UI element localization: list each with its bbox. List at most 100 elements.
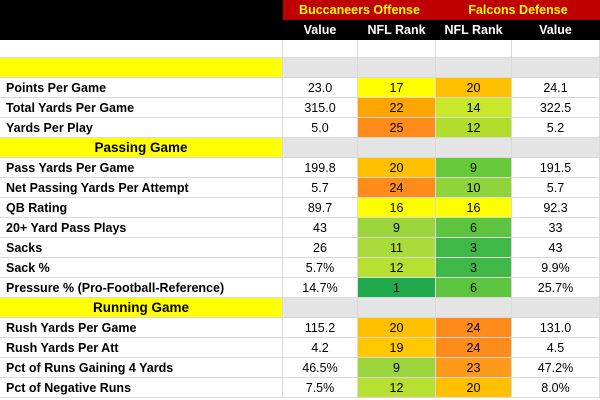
falcons-value: 47.2% <box>512 358 600 378</box>
table-row: Points Per Game 23.0 17 20 24.1 <box>0 78 600 98</box>
falcons-value: 5.2 <box>512 118 600 138</box>
section-fill-cell <box>512 58 600 78</box>
bucs-value: 5.7 <box>283 178 358 198</box>
section-fill-cell <box>283 138 358 158</box>
bucs-value: 89.7 <box>283 198 358 218</box>
bucs-value: 199.8 <box>283 158 358 178</box>
stat-label: Yards Per Play <box>0 118 283 138</box>
falcons-value: 43 <box>512 238 600 258</box>
falcons-value: 92.3 <box>512 198 600 218</box>
stat-label: Net Passing Yards Per Attempt <box>0 178 283 198</box>
falcons-value: 131.0 <box>512 318 600 338</box>
bucs-value: 26 <box>283 238 358 258</box>
table-row: Yards Per Play 5.0 25 12 5.2 <box>0 118 600 138</box>
bucs-value: 46.5% <box>283 358 358 378</box>
falcons-rank: 3 <box>436 258 512 278</box>
section-fill-cell <box>436 298 512 318</box>
spacer-cell <box>358 40 436 58</box>
falcons-value: 5.7 <box>512 178 600 198</box>
bucs-rank: 20 <box>358 158 436 178</box>
team1-title: Buccaneers Offense <box>283 0 436 20</box>
header-blank <box>0 0 283 20</box>
table-row: QB Rating 89.7 16 16 92.3 <box>0 198 600 218</box>
falcons-rank: 3 <box>436 238 512 258</box>
bucs-rank: 20 <box>358 318 436 338</box>
table-row: Sacks 26 11 3 43 <box>0 238 600 258</box>
falcons-value: 33 <box>512 218 600 238</box>
falcons-rank: 14 <box>436 98 512 118</box>
table-row: Rush Yards Per Att 4.2 19 24 4.5 <box>0 338 600 358</box>
bucs-rank: 11 <box>358 238 436 258</box>
falcons-value: 25.7% <box>512 278 600 298</box>
falcons-rank: 6 <box>436 278 512 298</box>
bucs-value: 14.7% <box>283 278 358 298</box>
section-fill-cell <box>283 58 358 78</box>
spacer-row <box>0 40 600 58</box>
bucs-rank: 12 <box>358 378 436 398</box>
table-row: 20+ Yard Pass Plays 43 9 6 33 <box>0 218 600 238</box>
spacer-cell <box>436 40 512 58</box>
header-sub-row: Value NFL Rank NFL Rank Value <box>0 20 600 40</box>
bucs-value: 5.7% <box>283 258 358 278</box>
falcons-value: 24.1 <box>512 78 600 98</box>
section-fill-cell <box>358 298 436 318</box>
falcons-value: 9.9% <box>512 258 600 278</box>
falcons-rank: 24 <box>436 338 512 358</box>
falcons-rank: 10 <box>436 178 512 198</box>
falcons-rank: 20 <box>436 378 512 398</box>
bucs-rank: 1 <box>358 278 436 298</box>
col-header-value: Value <box>283 20 358 40</box>
col-header-value: Value <box>512 20 600 40</box>
falcons-rank: 24 <box>436 318 512 338</box>
stat-label: Pct of Negative Runs <box>0 378 283 398</box>
section-fill-cell <box>436 138 512 158</box>
bucs-value: 4.2 <box>283 338 358 358</box>
section-header-row <box>0 58 600 78</box>
table-row: Pct of Runs Gaining 4 Yards 46.5% 9 23 47.2% <box>0 358 600 378</box>
section-title <box>0 58 283 78</box>
bucs-value: 315.0 <box>283 98 358 118</box>
stat-label: Points Per Game <box>0 78 283 98</box>
bucs-rank: 24 <box>358 178 436 198</box>
table-row: Net Passing Yards Per Attempt 5.7 24 10 5.7 <box>0 178 600 198</box>
stat-label: QB Rating <box>0 198 283 218</box>
stat-label: Pressure % (Pro-Football-Reference) <box>0 278 283 298</box>
table-row: Pass Yards Per Game 199.8 20 9 191.5 <box>0 158 600 178</box>
stat-label: Total Yards Per Game <box>0 98 283 118</box>
falcons-value: 4.5 <box>512 338 600 358</box>
falcons-rank: 16 <box>436 198 512 218</box>
stat-label: 20+ Yard Pass Plays <box>0 218 283 238</box>
section-title: Running Game <box>0 298 283 318</box>
spacer-cell <box>283 40 358 58</box>
falcons-rank: 9 <box>436 158 512 178</box>
falcons-rank: 23 <box>436 358 512 378</box>
col-header-nfl-rank: NFL Rank <box>436 20 512 40</box>
bucs-value: 7.5% <box>283 378 358 398</box>
bucs-rank: 12 <box>358 258 436 278</box>
bucs-rank: 9 <box>358 358 436 378</box>
team2-title: Falcons Defense <box>436 0 600 20</box>
falcons-value: 8.0% <box>512 378 600 398</box>
bucs-value: 23.0 <box>283 78 358 98</box>
section-header-row: Passing Game <box>0 138 600 158</box>
stat-label: Pct of Runs Gaining 4 Yards <box>0 358 283 378</box>
stat-label: Sack % <box>0 258 283 278</box>
section-title: Passing Game <box>0 138 283 158</box>
falcons-rank: 12 <box>436 118 512 138</box>
table-row: Sack % 5.7% 12 3 9.9% <box>0 258 600 278</box>
section-fill-cell <box>512 138 600 158</box>
bucs-rank: 22 <box>358 98 436 118</box>
section-fill-cell <box>283 298 358 318</box>
stat-label: Sacks <box>0 238 283 258</box>
bucs-rank: 19 <box>358 338 436 358</box>
table-row: Rush Yards Per Game 115.2 20 24 131.0 <box>0 318 600 338</box>
table-row: Pressure % (Pro-Football-Reference) 14.7%… <box>0 278 600 298</box>
header-blank <box>0 20 283 40</box>
section-fill-cell <box>358 138 436 158</box>
bucs-rank: 9 <box>358 218 436 238</box>
falcons-value: 322.5 <box>512 98 600 118</box>
falcons-rank: 6 <box>436 218 512 238</box>
bucs-value: 115.2 <box>283 318 358 338</box>
section-fill-cell <box>512 298 600 318</box>
